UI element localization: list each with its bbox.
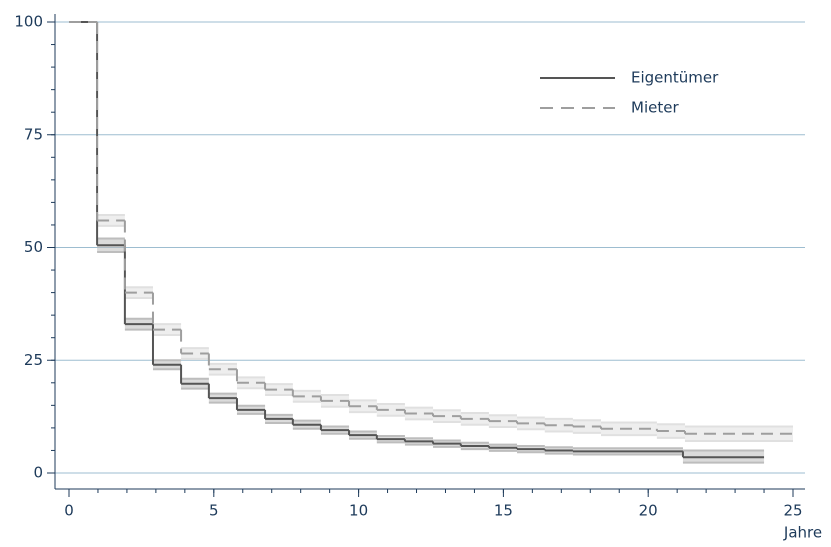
ci-band [320, 394, 350, 407]
ci-band [684, 426, 793, 441]
ci-band [544, 418, 573, 432]
ci-band [376, 403, 405, 416]
ci-band [572, 420, 601, 433]
ci-band [517, 417, 545, 430]
ci-band [124, 287, 153, 299]
x-axis-label: Jahre [783, 524, 822, 542]
ci-band [460, 413, 489, 425]
x-tick-label: 15 [494, 502, 513, 520]
ci-band [292, 390, 321, 402]
ci-band [488, 415, 518, 427]
legend-label: Mieter [631, 99, 679, 117]
ci-band [349, 400, 377, 413]
x-tick-label: 20 [639, 502, 658, 520]
y-tick-label: 50 [24, 238, 43, 256]
ci-band [97, 215, 125, 226]
legend-label: Eigentümer [631, 69, 719, 87]
ci-band [152, 324, 182, 335]
x-tick-label: 10 [349, 502, 368, 520]
y-tick-label: 75 [24, 125, 43, 143]
ci-band [265, 384, 293, 395]
ci-band [181, 348, 209, 359]
x-tick-label: 25 [783, 502, 802, 520]
ci-band [236, 377, 266, 389]
y-tick-label: 25 [24, 351, 43, 369]
x-tick-label: 0 [64, 502, 74, 520]
ci-band [404, 407, 434, 420]
y-tick-label: 0 [33, 464, 43, 482]
ci-band [208, 363, 237, 375]
ci-band [656, 424, 685, 438]
x-tick-label: 5 [209, 502, 219, 520]
ci-band [433, 410, 461, 423]
y-tick-label: 100 [14, 13, 43, 31]
